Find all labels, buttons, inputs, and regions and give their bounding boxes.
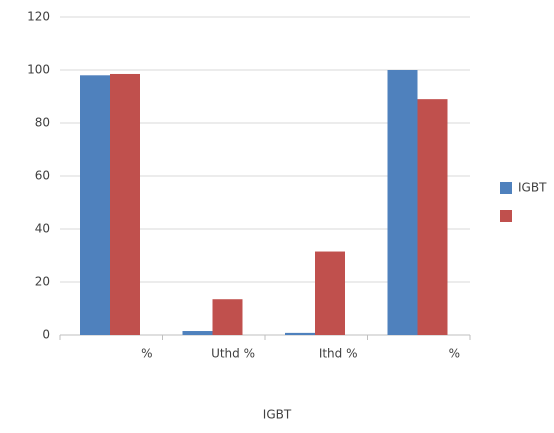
bar bbox=[285, 332, 315, 335]
bar bbox=[315, 251, 345, 335]
bar bbox=[387, 70, 418, 335]
bar bbox=[80, 75, 110, 336]
y-tick-label: 20 bbox=[35, 275, 50, 289]
x-tick-label: % bbox=[141, 347, 152, 361]
x-tick-label: Uthd % bbox=[211, 347, 255, 361]
bar bbox=[182, 331, 213, 335]
y-tick-label: 40 bbox=[35, 222, 50, 236]
x-tick-label: Ithd % bbox=[319, 347, 358, 361]
y-tick-label: 80 bbox=[35, 116, 50, 130]
y-tick-label: 60 bbox=[35, 169, 50, 183]
bar bbox=[110, 73, 140, 335]
legend-swatch bbox=[500, 182, 512, 194]
bar bbox=[417, 99, 448, 336]
legend-label: IGBT bbox=[518, 181, 547, 195]
x-tick-label: % bbox=[449, 347, 460, 361]
y-tick-label: 0 bbox=[42, 328, 50, 342]
legend-swatch bbox=[500, 210, 512, 222]
x-axis-title: IGBT bbox=[263, 408, 292, 422]
bar bbox=[212, 299, 243, 335]
y-tick-label: 100 bbox=[27, 63, 50, 77]
y-tick-label: 120 bbox=[27, 10, 50, 24]
